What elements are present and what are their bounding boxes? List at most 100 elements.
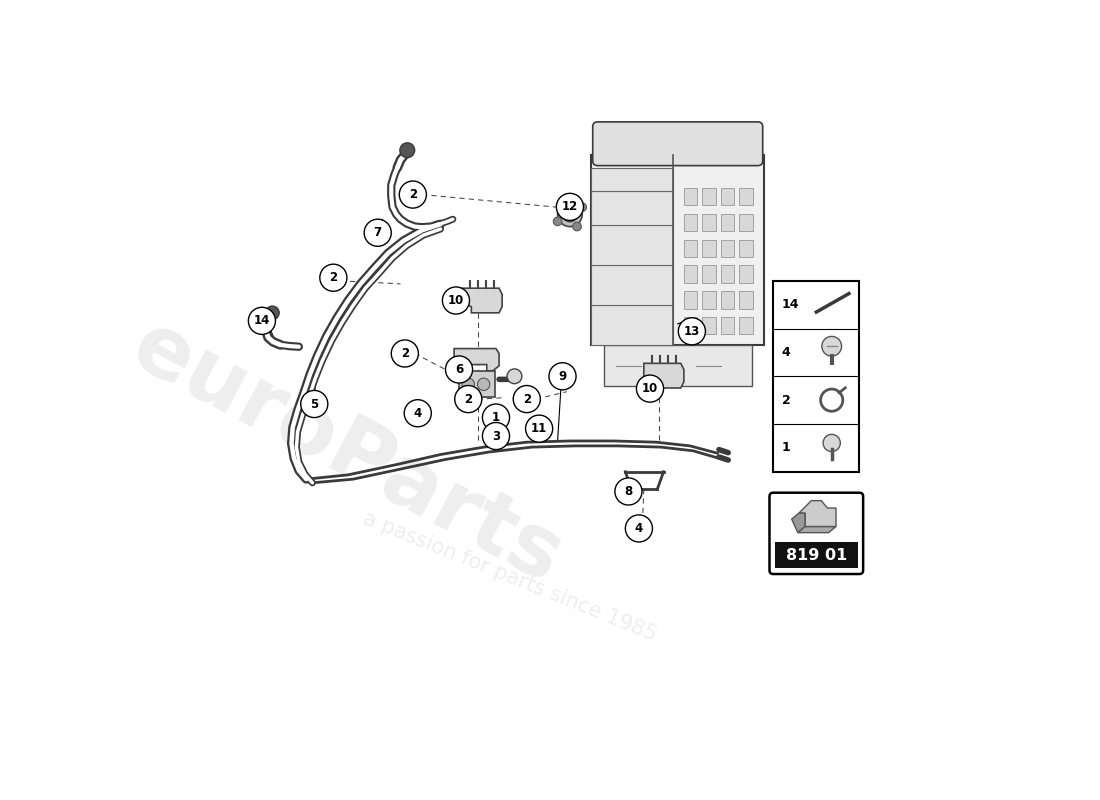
Text: 12: 12 bbox=[562, 200, 578, 214]
Circle shape bbox=[320, 264, 346, 291]
Text: 4: 4 bbox=[414, 406, 422, 420]
Bar bbox=[703, 239, 716, 257]
FancyBboxPatch shape bbox=[770, 493, 864, 574]
FancyBboxPatch shape bbox=[592, 154, 763, 346]
Text: 10: 10 bbox=[448, 294, 464, 307]
Bar bbox=[720, 214, 735, 231]
Text: 6: 6 bbox=[455, 363, 463, 376]
Bar bbox=[592, 168, 672, 191]
Text: 2: 2 bbox=[464, 393, 472, 406]
Circle shape bbox=[558, 202, 582, 226]
Circle shape bbox=[507, 369, 521, 384]
Circle shape bbox=[679, 318, 705, 345]
Bar bbox=[739, 188, 752, 205]
Polygon shape bbox=[644, 363, 684, 388]
Circle shape bbox=[483, 404, 509, 431]
Bar bbox=[739, 291, 752, 309]
Circle shape bbox=[625, 515, 652, 542]
Circle shape bbox=[637, 375, 663, 402]
Text: euroParts: euroParts bbox=[118, 305, 576, 602]
Bar bbox=[592, 191, 672, 226]
Bar bbox=[684, 214, 697, 231]
Circle shape bbox=[553, 217, 562, 226]
Circle shape bbox=[822, 336, 842, 356]
Bar bbox=[720, 317, 735, 334]
Circle shape bbox=[392, 340, 418, 367]
Text: 2: 2 bbox=[329, 271, 338, 284]
Bar bbox=[459, 370, 495, 397]
Text: 9: 9 bbox=[559, 370, 566, 382]
Text: 2: 2 bbox=[522, 393, 531, 406]
Circle shape bbox=[549, 362, 576, 390]
Circle shape bbox=[446, 356, 473, 383]
Bar bbox=[720, 291, 735, 309]
Circle shape bbox=[559, 198, 568, 206]
Bar bbox=[703, 188, 716, 205]
Circle shape bbox=[557, 194, 583, 221]
Circle shape bbox=[364, 219, 392, 246]
Bar bbox=[592, 306, 672, 346]
Bar bbox=[720, 239, 735, 257]
Polygon shape bbox=[454, 349, 499, 370]
Text: 7: 7 bbox=[374, 226, 382, 239]
Bar bbox=[703, 317, 716, 334]
Text: 10: 10 bbox=[642, 382, 658, 395]
Bar bbox=[773, 281, 859, 472]
Circle shape bbox=[400, 143, 415, 158]
Circle shape bbox=[399, 181, 427, 208]
Circle shape bbox=[615, 478, 642, 505]
FancyBboxPatch shape bbox=[593, 122, 762, 166]
Bar bbox=[720, 266, 735, 282]
Bar bbox=[592, 226, 672, 266]
Circle shape bbox=[454, 386, 482, 413]
Polygon shape bbox=[798, 526, 836, 533]
Bar bbox=[703, 291, 716, 309]
Circle shape bbox=[514, 386, 540, 413]
Text: 8: 8 bbox=[625, 485, 632, 498]
Bar bbox=[739, 239, 752, 257]
Text: 2: 2 bbox=[782, 394, 791, 406]
Text: 4: 4 bbox=[782, 346, 791, 359]
Bar bbox=[720, 188, 735, 205]
Bar bbox=[684, 188, 697, 205]
Text: 2: 2 bbox=[400, 347, 409, 360]
Polygon shape bbox=[792, 513, 805, 533]
Circle shape bbox=[404, 400, 431, 426]
Polygon shape bbox=[799, 501, 836, 526]
Bar bbox=[739, 317, 752, 334]
Polygon shape bbox=[462, 288, 502, 313]
Bar bbox=[592, 266, 672, 306]
Text: 13: 13 bbox=[684, 325, 700, 338]
Circle shape bbox=[578, 203, 586, 211]
Circle shape bbox=[249, 307, 275, 334]
Bar bbox=[703, 266, 716, 282]
Text: 819 01: 819 01 bbox=[785, 548, 847, 562]
Text: 1: 1 bbox=[492, 411, 500, 424]
Circle shape bbox=[823, 434, 840, 451]
Text: 3: 3 bbox=[492, 430, 500, 442]
Bar bbox=[776, 542, 858, 569]
Text: 1: 1 bbox=[782, 442, 791, 454]
Bar bbox=[739, 266, 752, 282]
Text: 2: 2 bbox=[409, 188, 417, 201]
Bar bbox=[684, 317, 697, 334]
Circle shape bbox=[442, 287, 470, 314]
Bar bbox=[684, 291, 697, 309]
Circle shape bbox=[477, 378, 490, 390]
Bar bbox=[604, 346, 751, 386]
Circle shape bbox=[562, 207, 578, 222]
Bar bbox=[684, 266, 697, 282]
Text: 5: 5 bbox=[310, 398, 318, 410]
Circle shape bbox=[573, 222, 581, 231]
Bar bbox=[739, 214, 752, 231]
Bar bbox=[684, 239, 697, 257]
Circle shape bbox=[462, 378, 474, 390]
Text: 11: 11 bbox=[531, 422, 547, 435]
Circle shape bbox=[483, 422, 509, 450]
Text: 14: 14 bbox=[782, 298, 800, 311]
Text: 4: 4 bbox=[635, 522, 643, 535]
Text: 14: 14 bbox=[254, 314, 271, 327]
Circle shape bbox=[526, 415, 552, 442]
Bar bbox=[703, 214, 716, 231]
Circle shape bbox=[300, 390, 328, 418]
